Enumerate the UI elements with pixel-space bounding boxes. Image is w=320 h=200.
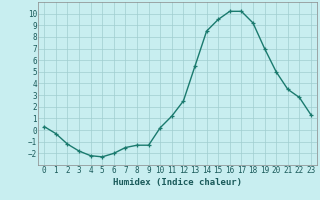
X-axis label: Humidex (Indice chaleur): Humidex (Indice chaleur) <box>113 178 242 187</box>
